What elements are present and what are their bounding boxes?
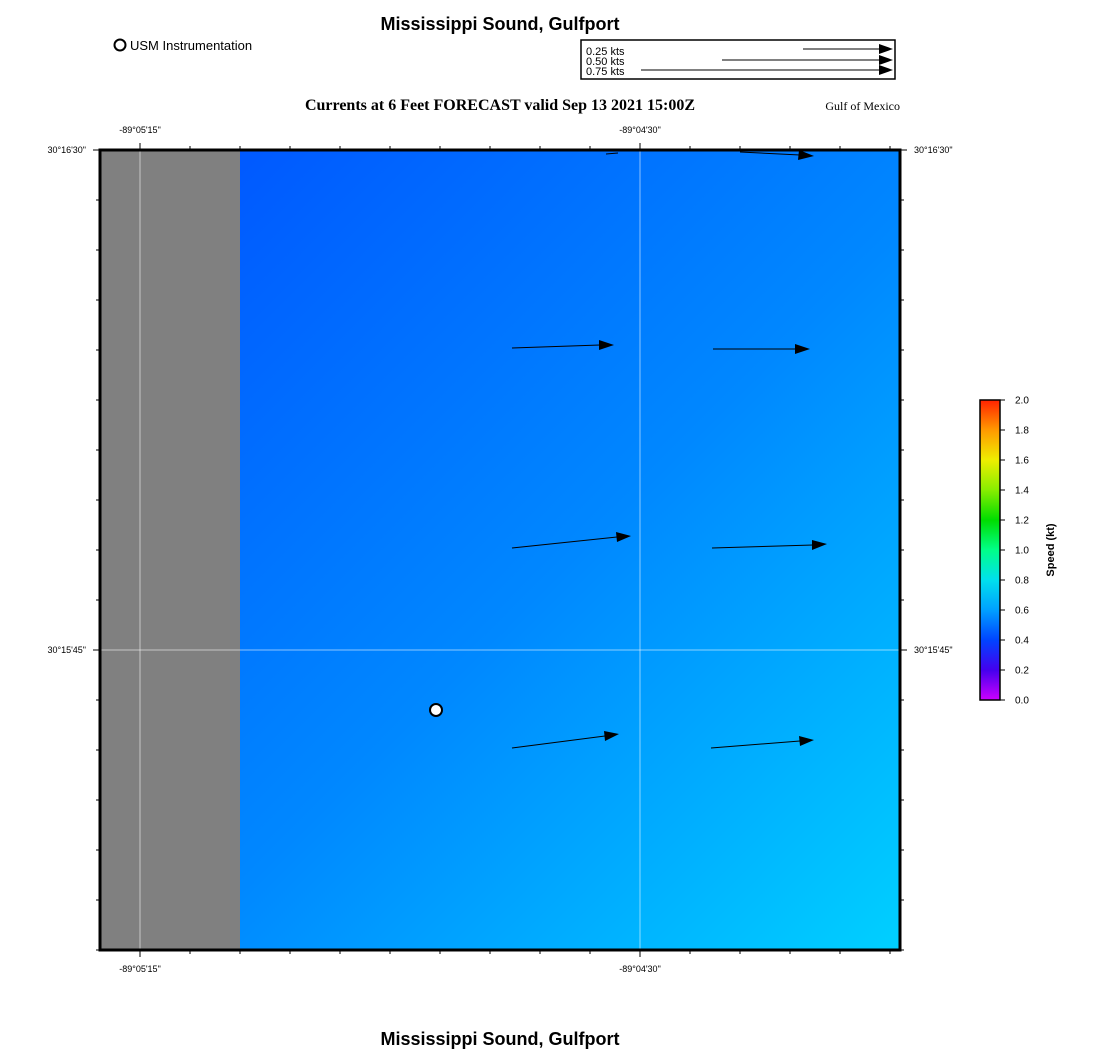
colorbar-tick-label: 1.2 xyxy=(1015,516,1029,527)
current-vector xyxy=(739,150,814,160)
bottom-tick-label: -89°04'30" xyxy=(619,964,661,974)
left-tick-label: 30°15'45" xyxy=(47,645,86,655)
current-vector xyxy=(511,532,631,549)
station-legend-label: USM Instrumentation xyxy=(130,38,252,53)
colorbar-tick-label: 0.8 xyxy=(1015,576,1029,587)
station-legend-icon xyxy=(113,38,127,52)
scale-label-075: 0.75 kts xyxy=(586,66,625,78)
colorbar-tick-label: 1.6 xyxy=(1015,456,1029,467)
footer-title: Mississippi Sound, Gulfport xyxy=(380,1029,619,1049)
colorbar-tick-label: 0.6 xyxy=(1015,606,1029,617)
region-label: Gulf of Mexico xyxy=(825,99,900,113)
current-vector xyxy=(710,736,814,749)
axis-ticks xyxy=(93,143,907,957)
scale-arrowhead-075 xyxy=(879,65,893,75)
right-tick-label: 30°15'45" xyxy=(914,645,953,655)
current-vector xyxy=(605,152,619,155)
land-area xyxy=(100,150,240,950)
current-vector xyxy=(511,731,619,749)
speed-colorbar: 0.0 0.2 0.4 0.6 0.8 1.0 1.2 1.4 1.6 1.8 2.0 Speed … xyxy=(979,396,1057,707)
colorbar-tick-label: 1.4 xyxy=(1015,486,1029,497)
map-title: Mississippi Sound, Gulfport xyxy=(380,14,619,34)
usm-station-marker[interactable] xyxy=(429,703,443,717)
scale-label-025: 0.25 kts xyxy=(586,46,625,58)
graticule xyxy=(100,150,900,950)
colorbar-tick-label: 0.4 xyxy=(1015,636,1029,647)
top-tick-label: -89°05'15" xyxy=(119,125,161,135)
colorbar-tick-label: 2.0 xyxy=(1015,396,1029,407)
forecast-subtitle: Currents at 6 Feet FORECAST valid Sep 13… xyxy=(305,97,695,114)
colorbar-tick-label: 0.2 xyxy=(1015,666,1029,677)
colorbar-label: Speed (kt) xyxy=(1045,523,1057,577)
bottom-tick-label: -89°05'15" xyxy=(119,964,161,974)
speed-scale-legend: 0.25 kts 0.50 kts 0.75 kts xyxy=(580,39,896,80)
scale-arrowhead-050 xyxy=(879,55,893,65)
current-vectors xyxy=(511,150,827,749)
colorbar-ticks: 0.0 0.2 0.4 0.6 0.8 1.0 1.2 1.4 1.6 1.8 2.0 xyxy=(1000,396,1029,707)
current-vector xyxy=(713,344,810,354)
colorbar-tick-label: 1.8 xyxy=(1015,426,1029,437)
scale-label-050: 0.50 kts xyxy=(586,56,625,68)
current-vector xyxy=(711,540,827,550)
right-tick-label: 30°16'30" xyxy=(914,145,953,155)
current-vector xyxy=(511,340,614,350)
colorbar-tick-label: 1.0 xyxy=(1015,546,1029,557)
colorbar-ramp xyxy=(979,399,1001,701)
colorbar-tick-label: 0.0 xyxy=(1015,696,1029,707)
top-tick-label: -89°04'30" xyxy=(619,125,661,135)
left-tick-label: 30°16'30" xyxy=(47,145,86,155)
scale-arrowhead-025 xyxy=(879,44,893,54)
map-area xyxy=(98,148,902,952)
